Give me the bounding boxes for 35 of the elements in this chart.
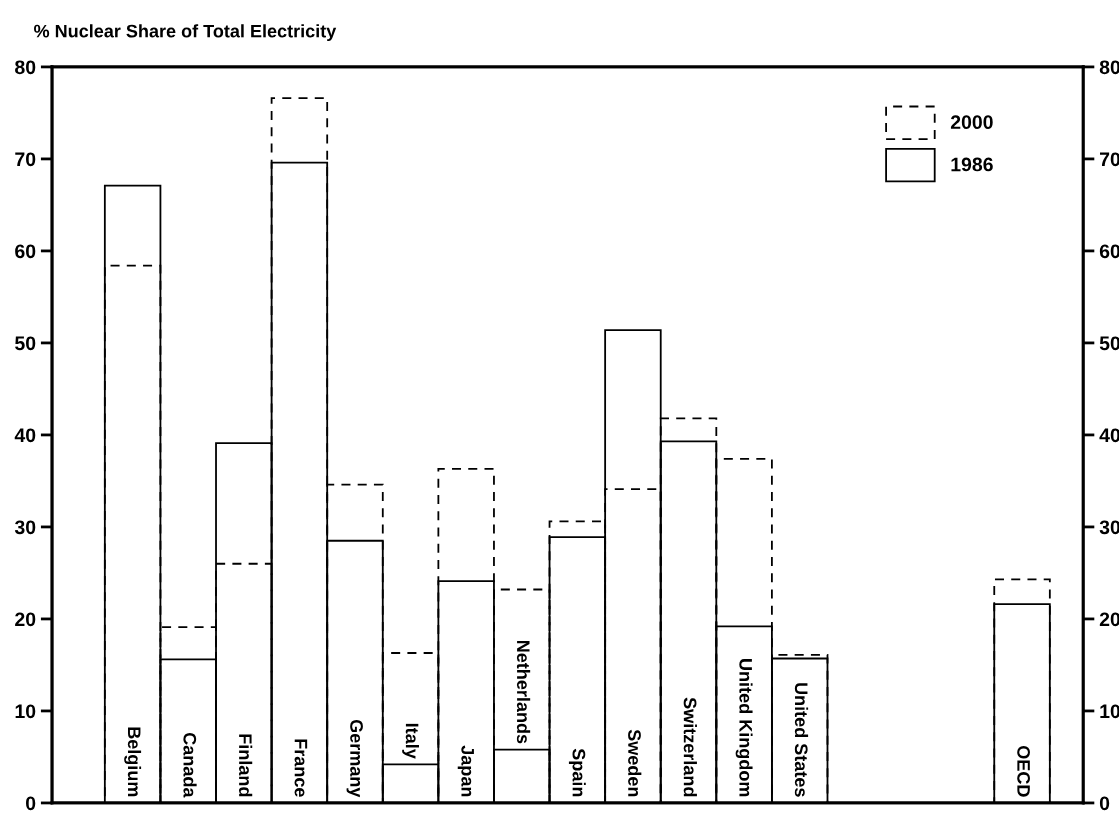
x-tick-label: Japan	[457, 745, 474, 797]
y2-tick-label: 0	[1099, 796, 1110, 811]
y2-tick-label: 70	[1100, 152, 1119, 167]
x-tick-label: Germany	[346, 719, 363, 798]
x-tick-label: France	[294, 739, 308, 797]
y2-tick-label: 10	[1100, 704, 1119, 719]
legend-label: 1986	[951, 157, 993, 172]
y-tick-label: 10	[15, 704, 36, 719]
x-tick-label: Italy	[402, 723, 419, 759]
y2-tick-label: 40	[1099, 428, 1119, 443]
x-tick-label: Finland	[238, 734, 253, 797]
y2-tick-label: 50	[1099, 336, 1119, 351]
y2-tick-label: 20	[1099, 612, 1119, 627]
y-tick-label: 50	[15, 336, 36, 351]
y2-tick-label: 60	[1099, 244, 1119, 259]
y-tick-label: 80	[15, 60, 36, 75]
x-tick-label: OECD	[1017, 746, 1030, 797]
x-tick-label: Sweden	[628, 729, 642, 797]
x-tick-label: Netherlands	[516, 640, 531, 744]
y-tick-label: 0	[26, 796, 36, 811]
x-tick-label: Switzerland	[683, 697, 697, 797]
x-tick-label: United States	[794, 683, 809, 797]
y-tick-label: 30	[14, 520, 36, 535]
y-tick-label: 60	[15, 244, 36, 259]
legend-label: 2000	[950, 115, 993, 130]
y2-tick-label: 80	[1099, 60, 1119, 75]
y-tick-label: 70	[15, 152, 36, 167]
x-tick-label: Belgium	[124, 727, 142, 797]
x-tick-label: United Kingdom	[735, 659, 753, 797]
y-tick-label: 20	[15, 612, 36, 627]
y-tick-label: 40	[14, 428, 36, 443]
x-tick-label: Canada	[183, 732, 197, 798]
y2-tick-label: 30	[1099, 520, 1119, 535]
x-tick-label: Spain	[568, 748, 586, 797]
chart-title: % Nuclear Share of Total Electricity	[34, 24, 337, 42]
